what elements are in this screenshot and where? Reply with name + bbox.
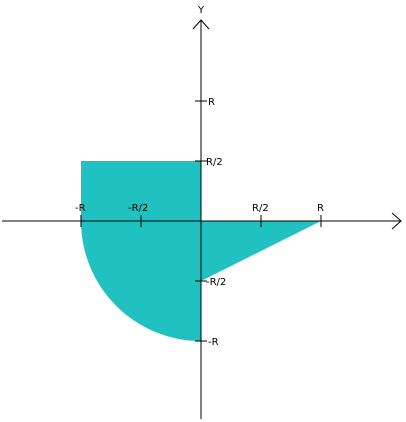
shaded-region [81,161,321,341]
y-axis-label: Y [197,5,205,16]
y-tick-label-neg-r: -R [208,337,219,348]
y-tick-label-neg-half-r: -R/2 [206,277,226,288]
rectangle-region [81,161,201,221]
x-tick-label-neg-r: -R [75,203,86,214]
x-axis-ticks [80,215,322,227]
quarter-circle-region [81,221,201,341]
x-tick-label-neg-half-r: -R/2 [128,203,148,214]
y-axis-arrow [192,19,210,30]
triangle-region [201,221,321,281]
y-axis [192,19,210,419]
x-tick-label-r: R [317,203,324,214]
x-tick-label-half-r: R/2 [252,203,269,214]
y-tick-label-r: R [208,97,215,108]
y-tick-label-half-r: R/2 [206,157,223,168]
y-axis-ticks [195,100,207,342]
x-axis-arrow [391,212,402,230]
